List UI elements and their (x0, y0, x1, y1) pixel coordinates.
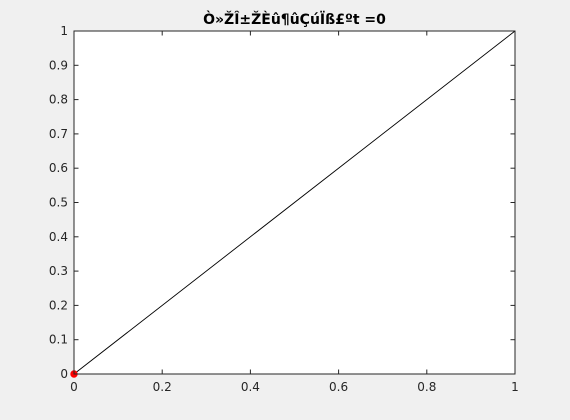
x-tick-label: 0 (70, 380, 78, 394)
x-tick-label: 1 (511, 380, 519, 394)
x-tick-layer: 0 0.2 0.4 0.6 0.8 1 (70, 31, 519, 394)
y-tick-layer: 0 0.1 0.2 0.3 0.4 0.5 0.6 0.7 0.8 0.9 1 (49, 24, 515, 381)
x-tick-label: 0.8 (417, 380, 436, 394)
y-tick-label: 0.6 (49, 161, 68, 175)
y-tick-label: 0.8 (49, 93, 68, 107)
series-line (73, 30, 516, 375)
y-tick-label: 0.1 (49, 333, 68, 347)
y-tick-label: 0.7 (49, 127, 68, 141)
y-tick-label: 0.5 (49, 196, 68, 210)
chart-title: Ò»ŽÎ±ŽÈû¶ûÇúÏß£ºt =0 (203, 10, 386, 28)
y-tick-label: 0 (60, 367, 68, 381)
x-tick-label: 0.2 (153, 380, 172, 394)
x-tick-label: 0.6 (329, 380, 348, 394)
y-tick-label: 1 (60, 24, 68, 38)
y-tick-label: 0.9 (49, 58, 68, 72)
y-tick-label: 0.2 (49, 298, 68, 312)
y-tick-label: 0.4 (49, 230, 68, 244)
x-tick-label: 0.4 (241, 380, 260, 394)
y-tick-label: 0.3 (49, 264, 68, 278)
